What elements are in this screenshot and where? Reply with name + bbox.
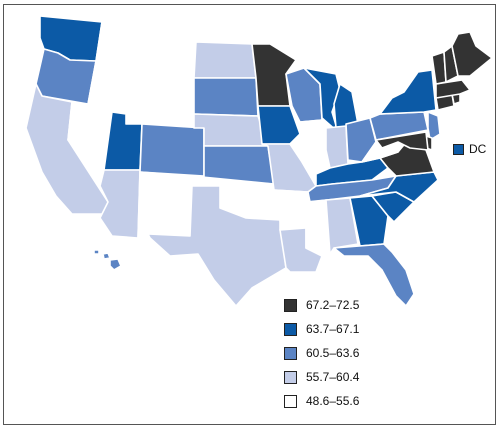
legend-item: 48.6–55.6	[284, 393, 359, 409]
state-hawaii-maui	[102, 252, 111, 260]
state-minnesota	[251, 43, 297, 107]
legend-swatch	[284, 322, 297, 336]
state-alaska	[17, 221, 83, 271]
state-nebraska	[193, 113, 269, 147]
legend-swatch	[284, 394, 297, 408]
dc-swatch	[453, 143, 464, 155]
state-texas	[147, 185, 287, 307]
legend-swatch	[284, 370, 297, 384]
dc-indicator: DC	[453, 141, 486, 157]
state-wyoming	[125, 79, 195, 129]
legend-label: 63.7–67.1	[306, 322, 360, 336]
state-mississippi	[305, 199, 329, 257]
dc-label: DC	[469, 142, 487, 156]
state-hawaii-big-island	[109, 258, 122, 271]
state-colorado	[139, 123, 205, 177]
state-iowa	[257, 105, 301, 145]
state-massachusetts	[435, 79, 471, 99]
state-alabama	[325, 197, 359, 255]
legend-label: 48.6–55.6	[306, 394, 360, 408]
state-north-dakota	[193, 41, 257, 79]
state-indiana	[325, 125, 349, 169]
legend-label: 55.7–60.4	[306, 370, 360, 384]
legend-item: 60.5–63.6	[284, 345, 359, 361]
legend-label: 60.5–63.6	[306, 346, 360, 360]
legend-item: 55.7–60.4	[284, 369, 359, 385]
legend-label: 67.2–72.5	[306, 298, 360, 312]
state-pennsylvania	[369, 111, 429, 141]
state-maine	[451, 31, 493, 77]
state-new-york	[379, 69, 437, 115]
state-florida	[333, 243, 415, 307]
state-north-carolina	[359, 171, 439, 203]
state-montana	[113, 21, 197, 81]
map-legend: 67.2–72.5 63.7–67.1 60.5–63.6 55.7–60.4 …	[284, 297, 359, 417]
state-south-dakota	[193, 77, 259, 117]
legend-swatch	[284, 298, 297, 312]
state-georgia	[349, 195, 389, 247]
state-hawaii	[93, 249, 100, 255]
legend-item: 67.2–72.5	[284, 297, 359, 313]
legend-item: 63.7–67.1	[284, 321, 359, 337]
legend-swatch	[284, 346, 297, 360]
state-maryland	[375, 131, 429, 151]
state-new-jersey	[427, 111, 441, 141]
state-new-mexico	[137, 171, 193, 241]
